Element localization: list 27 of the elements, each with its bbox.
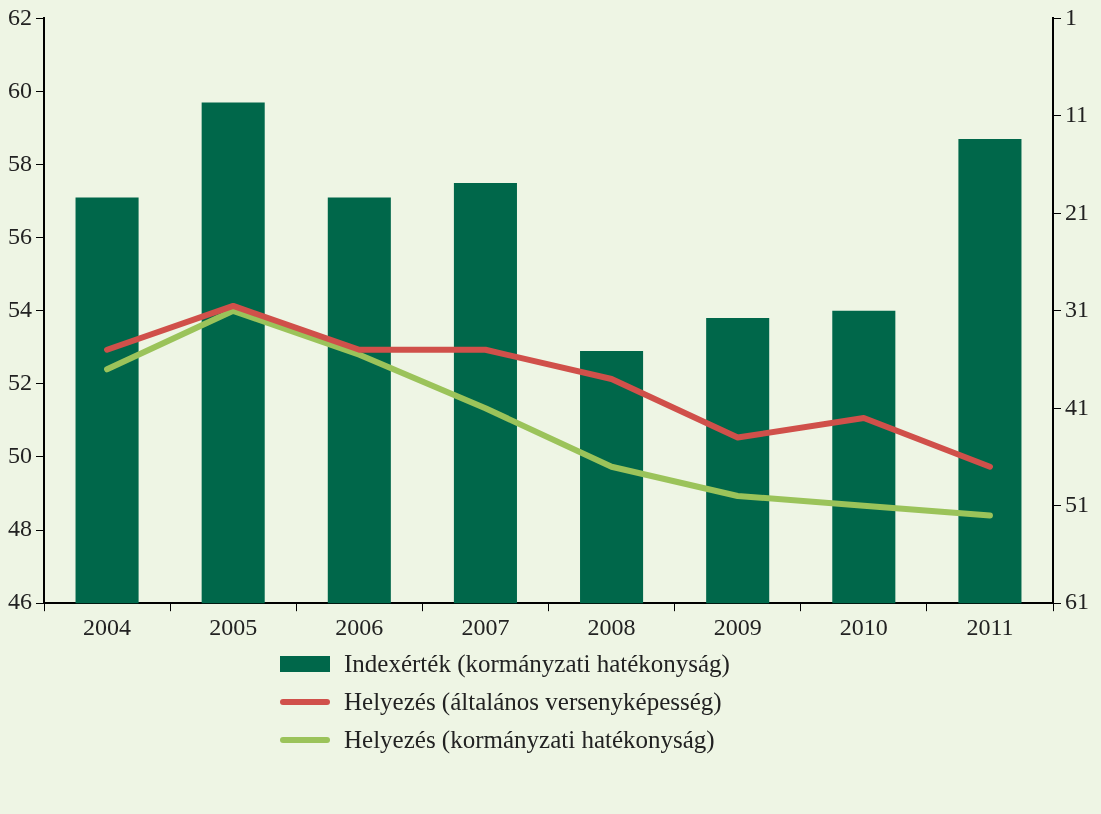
x-tick-label: 2008 (587, 613, 636, 640)
y-tick-label: 52 (8, 369, 32, 396)
y-tick-label: 58 (8, 149, 32, 176)
x-tick-label: 2004 (83, 613, 132, 640)
x-tick-label: 2011 (966, 613, 1014, 640)
y2-tick-label: 21 (1065, 198, 1089, 225)
x-tick-label: 2007 (461, 613, 510, 640)
y-tick-label: 54 (8, 296, 32, 323)
y2-tick-label: 1 (1065, 3, 1077, 30)
legend-label: Indexérték (kormányzati hatékonyság) (344, 650, 730, 678)
x-tick-label: 2006 (335, 613, 384, 640)
y2-tick-label: 31 (1065, 296, 1089, 323)
y-tick-label: 62 (8, 3, 32, 30)
x-tick-label: 2010 (839, 613, 888, 640)
x-tick-label: 2009 (713, 613, 762, 640)
y2-tick-label: 61 (1065, 588, 1089, 615)
y-tick-label: 46 (8, 588, 32, 615)
legend-label: Helyezés (általános versenyképesség) (344, 688, 722, 716)
y2-tick-label: 41 (1065, 393, 1089, 420)
y-tick-label: 56 (8, 223, 32, 249)
y-tick-label: 48 (8, 515, 32, 542)
y2-tick-label: 51 (1065, 491, 1089, 518)
x-tick-label: 2005 (209, 613, 258, 640)
y-tick-label: 50 (8, 442, 32, 469)
legend-label: Helyezés (kormányzati hatékonyság) (344, 726, 715, 754)
y-tick-label: 60 (8, 76, 32, 103)
y2-tick-label: 11 (1065, 101, 1089, 128)
